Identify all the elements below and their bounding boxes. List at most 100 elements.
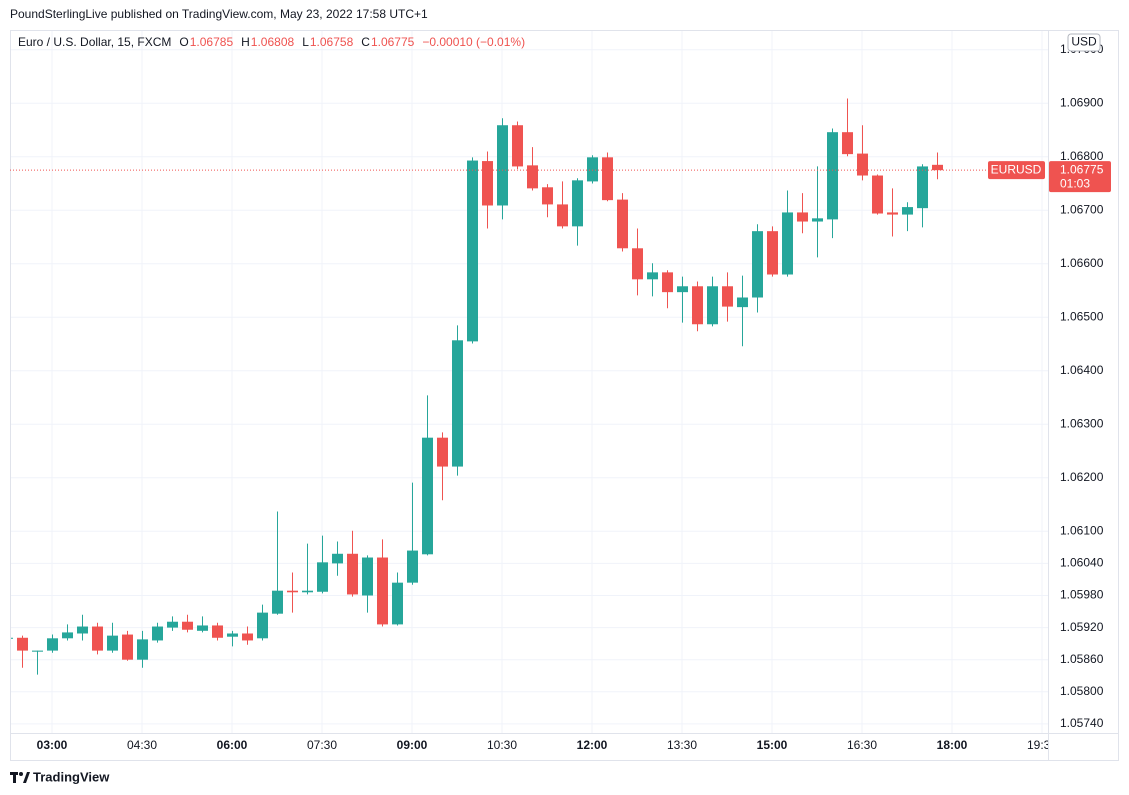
candles: [10, 98, 943, 675]
candle-body: [587, 157, 598, 182]
candle-body: [722, 286, 733, 307]
candle-body: [917, 166, 928, 209]
candle-body: [737, 297, 748, 308]
candle-body: [242, 633, 253, 641]
candle-body: [212, 625, 223, 638]
candle-body: [782, 212, 793, 275]
logo-slash: [23, 772, 30, 783]
countdown-label: 01:03: [1060, 176, 1090, 190]
legend-key: C: [361, 35, 370, 49]
candle-body: [182, 621, 193, 630]
candle-body: [122, 634, 133, 660]
candle-body: [677, 286, 688, 293]
y-tick-label: 1.06600: [1060, 256, 1104, 270]
candle-body: [842, 132, 853, 155]
y-tick-label: 1.06500: [1060, 309, 1104, 323]
candle-body: [542, 187, 553, 205]
x-tick-label: 03:00: [37, 738, 68, 752]
candle-body: [827, 132, 838, 220]
candle-body: [257, 612, 268, 639]
header: PoundSterlingLive published on TradingVi…: [10, 7, 428, 21]
candle-body: [227, 633, 238, 637]
y-tick-label: 1.06700: [1060, 202, 1104, 216]
x-tick-label: 06:00: [217, 738, 248, 752]
x-tick-label: 12:00: [577, 738, 608, 752]
candle-body: [17, 637, 28, 651]
legend-value: 1.06785: [190, 35, 234, 49]
x-tick-label: 09:00: [397, 738, 428, 752]
grid: [10, 30, 1048, 733]
candle-body: [377, 557, 388, 625]
candle-body: [272, 590, 283, 614]
candle-body: [647, 272, 658, 280]
candle-body: [32, 650, 43, 652]
x-tick-label: 18:00: [937, 738, 968, 752]
time-axis: 03:00 04:30 06:00 07:30 09:00 10:30 12:00 13:30…: [37, 738, 1057, 752]
candle-body: [317, 562, 328, 592]
currency-label: USD: [1071, 35, 1097, 49]
candle-body: [497, 125, 508, 206]
candle-body: [167, 621, 178, 628]
candle-body: [707, 286, 718, 325]
legend-key: O: [179, 35, 188, 49]
y-tick-label: 1.05920: [1060, 620, 1104, 634]
y-tick-label: 1.06800: [1060, 149, 1104, 163]
candle-body: [152, 626, 163, 641]
symbol-tag: [988, 161, 1045, 180]
x-tick-label: 15:00: [757, 738, 788, 752]
x-tick-label: 04:30: [127, 738, 157, 752]
y-tick-label: 1.05860: [1060, 652, 1104, 666]
legend-change: −0.00010 (−0.01%): [422, 35, 525, 49]
legend-value: 1.06775: [371, 35, 415, 49]
x-tick-label: 16:30: [847, 738, 877, 752]
candle-body: [797, 212, 808, 222]
candle-body: [62, 632, 73, 639]
candle-body: [47, 638, 58, 651]
candle-body: [137, 639, 148, 660]
logo-stem: [13, 772, 16, 783]
y-tick-label: 1.05980: [1060, 588, 1104, 602]
x-tick-label: 19:30: [1027, 738, 1057, 752]
candle-body: [752, 231, 763, 298]
x-tick-label: 10:30: [487, 738, 517, 752]
price-tag: [1049, 161, 1111, 193]
candle-body: [812, 218, 823, 222]
legend-title: Euro / U.S. Dollar, 15, FXCM: [18, 35, 171, 49]
candle-body: [602, 157, 613, 201]
y-tick-label: 1.05740: [1060, 716, 1104, 730]
candle-body: [107, 635, 118, 651]
candle-body: [197, 625, 208, 631]
y-tick-label: 1.06100: [1060, 523, 1104, 537]
candle-body: [347, 553, 358, 595]
x-tick-label: 13:30: [667, 738, 697, 752]
candle-body: [437, 437, 448, 467]
candle-body: [887, 212, 898, 215]
candle-body: [362, 557, 373, 596]
candle-body: [512, 125, 523, 167]
logo: TradingView: [10, 769, 110, 784]
x-tick-label: 07:30: [307, 738, 337, 752]
candle-body: [422, 437, 433, 555]
legend-value: 1.06758: [310, 35, 354, 49]
candle-body: [287, 590, 298, 593]
candle-body: [527, 165, 538, 189]
frame: [10, 30, 1119, 761]
y-tick-label: 1.06040: [1060, 556, 1104, 570]
legend-key: L: [302, 35, 309, 49]
candle-body: [932, 164, 943, 171]
candle-body: [302, 590, 313, 593]
candle-body: [662, 272, 673, 293]
price-tag-label: 1.06775: [1060, 162, 1104, 176]
candle-body: [632, 248, 643, 280]
candle-body: [77, 626, 88, 634]
y-tick-label: 1.06300: [1060, 416, 1104, 430]
logo-dot: [19, 772, 23, 776]
candle-body: [10, 637, 13, 639]
y-tick-label: 1.06900: [1060, 95, 1104, 109]
candle-body: [452, 340, 463, 467]
legend-key: H: [241, 35, 250, 49]
y-tick-label: 1.06400: [1060, 363, 1104, 377]
symbol-label: EURUSD: [991, 162, 1042, 176]
